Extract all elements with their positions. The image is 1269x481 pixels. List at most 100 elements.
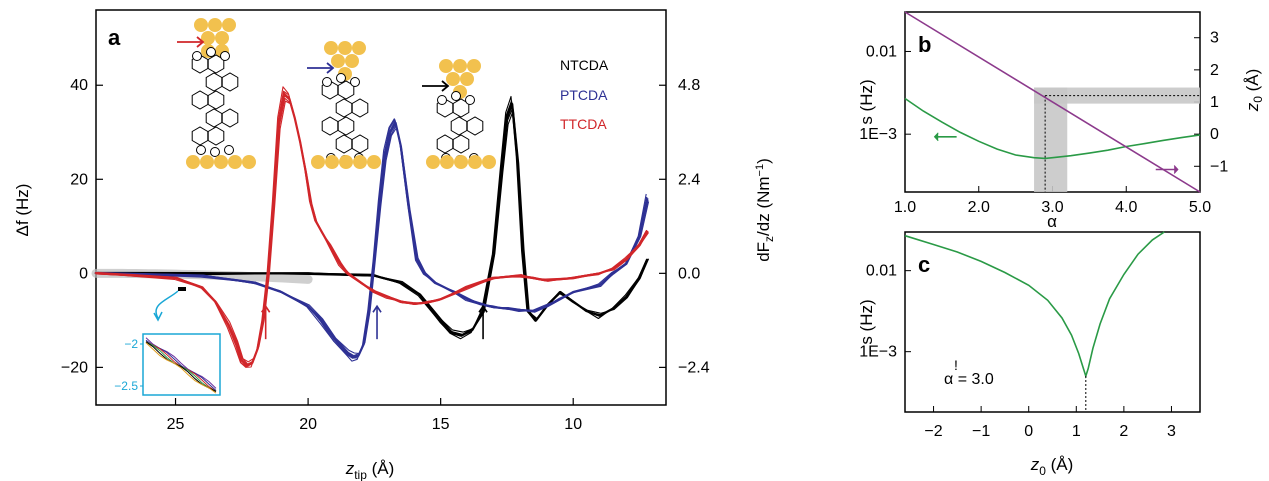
inset-line — [145, 342, 217, 394]
onset-arrowhead — [478, 304, 488, 313]
ring — [335, 98, 353, 118]
inset-connector — [155, 290, 179, 319]
series-line-ntcda — [97, 109, 650, 333]
tip-arrowhead — [441, 80, 450, 92]
legend-item-ptcda: PTCDA — [560, 87, 608, 103]
panel-a-y2label: dFz/dz (Nm−1) — [754, 158, 776, 262]
panel-c-frame — [904, 231, 1201, 413]
series-line-ttcda — [95, 92, 648, 368]
gold-atom — [338, 41, 352, 55]
gold-atom — [311, 155, 325, 169]
panel-b-letter: b — [918, 32, 931, 57]
gold-atom — [228, 155, 242, 169]
ring — [452, 134, 470, 154]
gold-atom — [200, 155, 214, 169]
zoom-inset: −2 −2.5 — [114, 287, 221, 396]
gold-atom — [467, 59, 481, 73]
inset-lines — [145, 337, 217, 394]
series-line-ttcda — [95, 93, 649, 367]
ring — [321, 116, 339, 136]
gold-atom — [201, 31, 215, 45]
series-line-ntcda — [94, 95, 647, 340]
gold-atom — [345, 54, 359, 68]
oxygen-atom — [192, 51, 202, 61]
legend: NTCDA PTCDA TTCDA — [560, 57, 609, 132]
gold-atom — [214, 155, 228, 169]
x-tick-label: 20 — [299, 416, 317, 433]
y2-tick-label: 2 — [1210, 62, 1219, 79]
y2-tick-label: −1 — [1210, 158, 1228, 175]
inset-arrowhead — [153, 311, 163, 322]
y-tick-label: 0.01 — [866, 43, 897, 60]
x-tick-label: 1.0 — [894, 199, 916, 216]
oxygen-atom — [224, 145, 234, 155]
gold-atom — [439, 59, 453, 73]
ring — [207, 90, 225, 110]
ring — [351, 134, 369, 154]
series-line-ttcda — [96, 97, 649, 365]
onset-arrowhead — [261, 304, 271, 313]
series-line-ntcda — [95, 101, 648, 337]
series-line-ntcda — [96, 106, 649, 335]
panel-b-y2label: z0 (Å) — [1243, 69, 1265, 113]
ring — [351, 98, 369, 118]
ring — [466, 116, 484, 136]
ring — [205, 72, 223, 92]
x-tick-label: 15 — [432, 416, 450, 433]
legend-item-ttcda: TTCDA — [560, 116, 607, 132]
panel-a-ylabel: Δf (Hz) — [13, 184, 32, 237]
oxygen-atom — [336, 73, 346, 83]
gold-atom — [453, 59, 467, 73]
tip-arrowhead — [326, 62, 335, 74]
x-tick-label: 3.0 — [1041, 199, 1063, 216]
x-tick-label: −1 — [972, 423, 990, 440]
series-line-ptcda — [94, 118, 647, 362]
gold-atom — [186, 155, 200, 169]
oxygen-atom — [437, 95, 447, 105]
x-tick-label: −2 — [924, 423, 942, 440]
panel-c-axes: −2 −1 0 1 2 3 1E−3 0.01 — [859, 263, 1176, 440]
panel-b: 1.0 2.0 3.0 4.0 5.0 1E−3 0.01 −1 0 1 2 3 b s (Hz) α… — [857, 11, 1265, 231]
x-tick-label: 2.0 — [968, 199, 990, 216]
series-line-s — [904, 231, 1165, 379]
left-axis-arrowhead — [933, 132, 939, 142]
x-tick-label: 4.0 — [1115, 199, 1137, 216]
x-tick-label: 3 — [1167, 423, 1176, 440]
ring — [436, 134, 454, 154]
x-tick-label: 1 — [1072, 423, 1081, 440]
y2-tick-label: 0.0 — [678, 265, 700, 282]
panel-c: −2 −1 0 1 2 3 1E−3 0.01 c s (Hz) z0 (Å) α = 3.0… — [857, 231, 1201, 478]
ring — [335, 134, 353, 154]
y2-tick-label: 1 — [1210, 94, 1219, 111]
panel-c-xlabel: z0 (Å) — [1030, 455, 1074, 478]
onset-arrowhead — [372, 304, 382, 313]
legend-item-ntcda: NTCDA — [560, 57, 609, 73]
oxygen-atom — [350, 77, 360, 87]
panel-a-axes: 25 20 15 10 −20 0 20 40 4.8 2.4 0.0 −2.4 — [61, 77, 710, 433]
x-tick-label: 10 — [564, 416, 582, 433]
x-tick-label: 25 — [167, 416, 185, 433]
y2-tick-label: −2.4 — [678, 359, 710, 376]
y2-tick-label: 2.4 — [678, 171, 700, 188]
panel-c-annotation-mark: ! — [954, 357, 958, 373]
gold-atom — [215, 31, 229, 45]
ring — [221, 72, 239, 92]
panel-a-letter: a — [108, 25, 121, 50]
oxygen-atom — [465, 95, 475, 105]
gold-atom — [324, 41, 338, 55]
y-tick-label: −20 — [61, 359, 88, 376]
gold-atom — [426, 155, 440, 169]
panel-a: 25 20 15 10 −20 0 20 40 4.8 2.4 0.0 −2.4 a NTCDA PT… — [13, 9, 776, 481]
oxygen-atom — [196, 145, 206, 155]
gold-atom — [352, 41, 366, 55]
panel-b-axes: 1.0 2.0 3.0 4.0 5.0 1E−3 0.01 −1 0 1 2 3 — [859, 30, 1228, 216]
ring — [191, 126, 209, 146]
panel-b-ylabel: s (Hz) — [857, 79, 876, 124]
y2-tick-label: 3 — [1210, 30, 1219, 47]
inset-source-marker — [178, 287, 186, 291]
ring — [205, 108, 223, 128]
panel-c-curves — [904, 231, 1165, 412]
ring — [337, 116, 355, 136]
panel-c-ylabel: s (Hz) — [857, 299, 876, 344]
